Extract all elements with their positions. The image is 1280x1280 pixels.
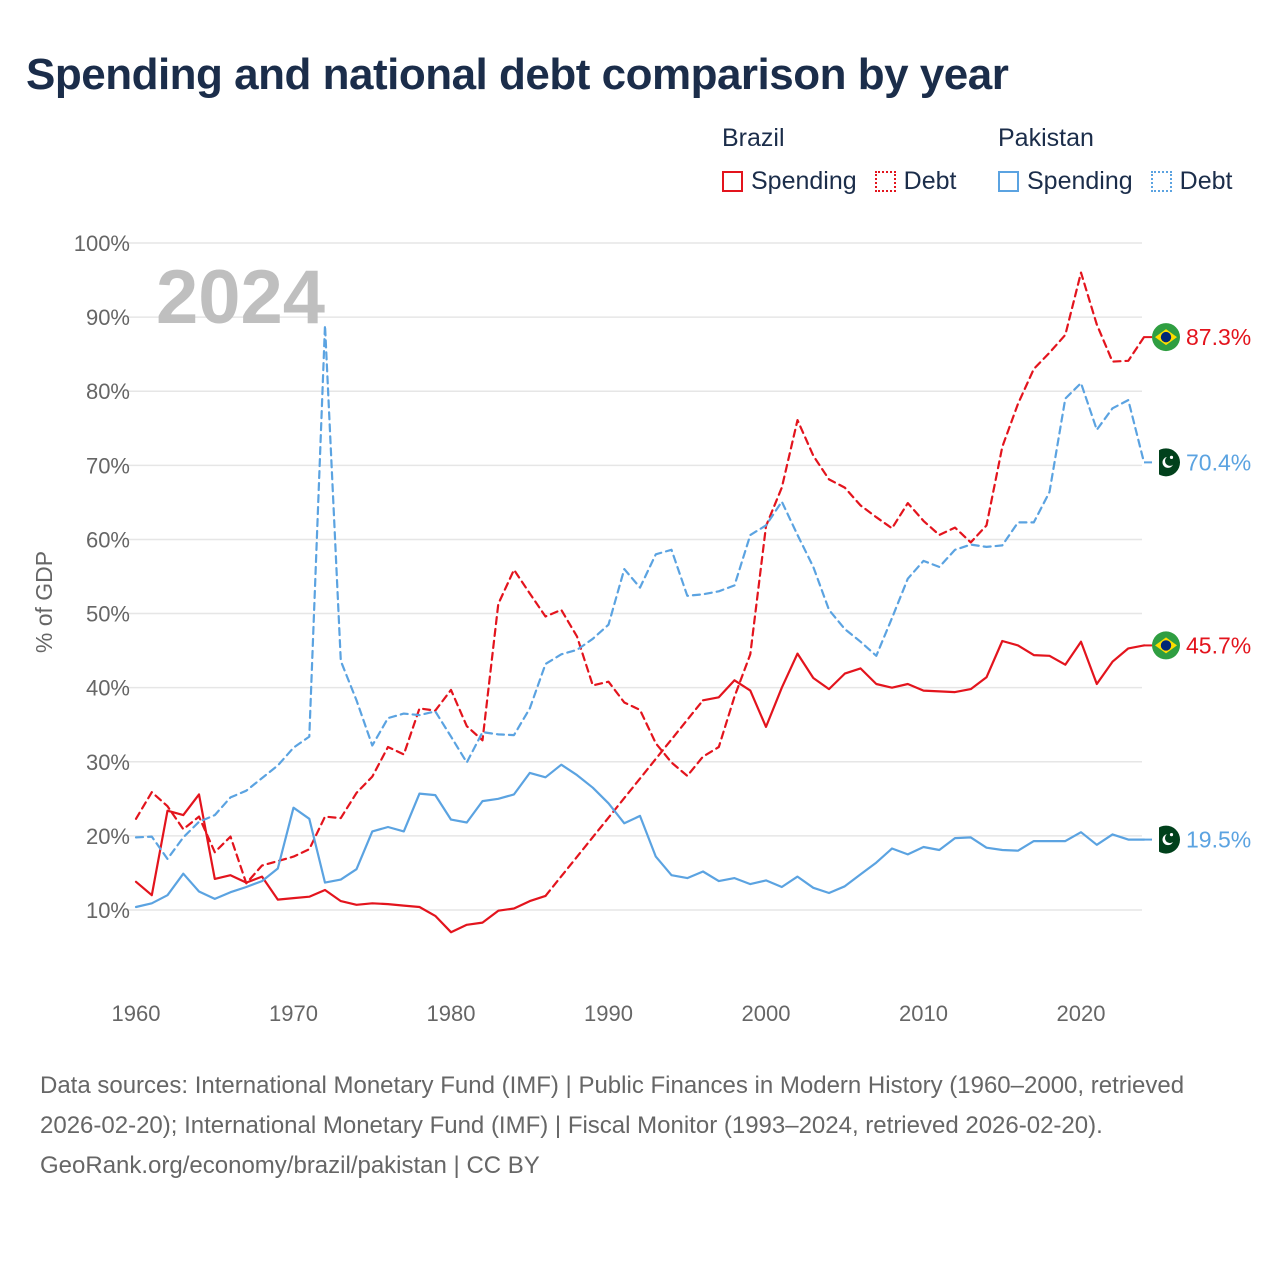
pakistan-flag-icon	[1152, 825, 1180, 854]
legend-item-pakistan-debt[interactable]: Debt	[1150, 167, 1233, 196]
legend-group-brazil: Brazil Spending Debt	[722, 124, 974, 196]
legend-item-brazil-spending[interactable]: Spending	[722, 167, 857, 196]
y-tick-label: 90%	[86, 305, 130, 330]
series-lines	[134, 271, 1146, 934]
y-tick-label: 50%	[86, 602, 130, 627]
series-line-brazil-debt[interactable]	[134, 271, 1146, 885]
y-tick-label: 20%	[86, 824, 130, 849]
series-line-pakistan-debt[interactable]	[134, 324, 1146, 860]
footer: Data sources: International Monetary Fun…	[40, 1066, 1240, 1186]
gridlines	[128, 242, 1142, 911]
legend-swatch-solid	[722, 171, 743, 192]
y-tick-label: 30%	[86, 750, 130, 775]
year-watermark: 2024	[156, 255, 325, 340]
x-tick-label: 1970	[269, 1001, 318, 1026]
pakistan-flag-icon	[1152, 448, 1180, 477]
series-line-brazil-spending[interactable]	[134, 793, 547, 934]
legend-item-pakistan-spending[interactable]: Spending	[998, 167, 1133, 196]
x-tick-label: 2010	[899, 1001, 948, 1026]
end-labels: 45.7% 87.3% 19.5% 70.4%	[1144, 323, 1251, 854]
legend-item-label: Spending	[1027, 167, 1133, 195]
series-line-pakistan-spending[interactable]	[134, 763, 1146, 909]
end-value-label: 19.5%	[1186, 827, 1251, 853]
y-tick-label: 40%	[86, 676, 130, 701]
series-gap-connector	[544, 699, 705, 897]
end-value-label: 87.3%	[1186, 324, 1251, 350]
end-value-label: 45.7%	[1186, 632, 1251, 658]
y-tick-label: 100%	[74, 231, 130, 256]
credit-link[interactable]: GeoRank.org/economy/brazil/pakistan | CC…	[40, 1152, 540, 1179]
end-value-label: 70.4%	[1186, 449, 1251, 475]
series-line-brazil-spending[interactable]	[701, 639, 1146, 728]
legend-group-name: Pakistan	[998, 124, 1094, 152]
legend-swatch-dashed	[874, 171, 896, 192]
x-tick-label: 2020	[1057, 1001, 1106, 1026]
legend-group-pakistan: Pakistan Spending Debt	[998, 124, 1232, 196]
chart-title: Spending and national debt comparison by…	[26, 50, 1009, 99]
y-tick-label: 80%	[86, 379, 130, 404]
legend-item-label: Debt	[903, 167, 957, 195]
y-tick-label: 70%	[86, 453, 130, 478]
legend-swatch-dashed	[1150, 171, 1172, 192]
brazil-flag-icon	[1152, 631, 1180, 660]
legend-item-label: Spending	[751, 167, 857, 195]
legend-item-brazil-debt[interactable]: Debt	[874, 167, 957, 196]
x-tick-label: 1960	[112, 1001, 161, 1026]
data-sources: Data sources: International Monetary Fun…	[40, 1072, 1185, 1139]
y-axis-ticks: 10% 20% 30% 40% 50% 60% 70% 80% 90% 100%	[74, 231, 130, 923]
line-chart: 10% 20% 30% 40% 50% 60% 70% 80% 90% 100% 1960 1970…	[31, 231, 1251, 1026]
x-tick-label: 1980	[427, 1001, 476, 1026]
brazil-flag-icon	[1152, 323, 1180, 352]
x-tick-label: 1990	[584, 1001, 633, 1026]
x-tick-label: 2000	[742, 1001, 791, 1026]
legend-group-name: Brazil	[722, 124, 785, 152]
y-axis-label: % of GDP	[31, 551, 57, 653]
y-tick-label: 60%	[86, 527, 130, 552]
y-tick-label: 10%	[86, 898, 130, 923]
x-axis-ticks: 1960 1970 1980 1990 2000 2010 2020	[112, 1001, 1106, 1026]
legend-swatch-solid	[998, 171, 1019, 192]
legend-item-label: Debt	[1179, 167, 1233, 195]
